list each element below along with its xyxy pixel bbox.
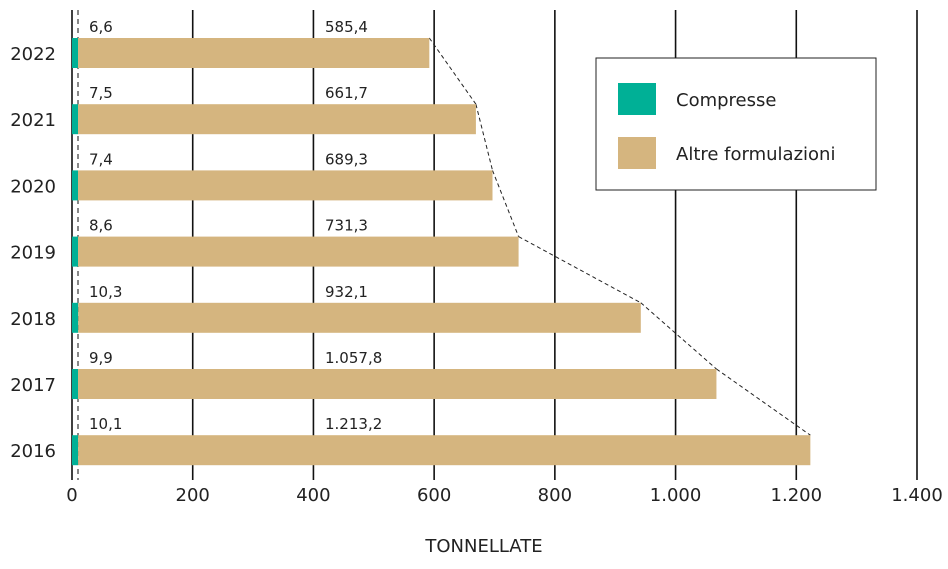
data-label-compresse-2016: 10,1 <box>89 415 122 433</box>
category-label-2018: 2018 <box>10 309 56 330</box>
bar-compresse-2017 <box>72 369 78 399</box>
data-label-compresse-2019: 8,6 <box>89 217 113 235</box>
data-label-compresse-2018: 10,3 <box>89 283 122 301</box>
data-label-altre-formulazioni-2020: 689,3 <box>325 150 368 168</box>
bar-compresse-2020 <box>72 170 78 201</box>
legend-swatch-compresse <box>618 83 656 115</box>
data-label-altre-formulazioni-2021: 661,7 <box>325 84 368 102</box>
legend-label-altre-formulazioni: Altre formulazioni <box>676 144 835 165</box>
bar-compresse-2016 <box>72 435 79 466</box>
data-label-compresse-2021: 7,5 <box>89 84 113 102</box>
bars <box>72 38 811 466</box>
x-tick-label-1000: 1.000 <box>650 485 702 506</box>
data-label-altre-formulazioni-2017: 1.057,8 <box>325 349 382 367</box>
category-labels: 2022 2021 2020 2019 2018 2017 2016 <box>10 44 56 462</box>
category-label-2021: 2021 <box>10 110 56 131</box>
category-label-2022: 2022 <box>10 44 56 65</box>
x-tick-label-1400: 1.400 <box>891 485 943 506</box>
connector-line-2020-2019 <box>492 170 520 237</box>
connector-line-2018-2017 <box>640 302 717 370</box>
connector-line-2022-2021 <box>428 37 477 105</box>
x-tick-label-1200: 1.200 <box>771 485 823 506</box>
bar-compresse-2018 <box>72 302 79 333</box>
category-label-2016: 2016 <box>10 441 56 462</box>
data-label-altre-formulazioni-2019: 731,3 <box>325 217 368 235</box>
category-label-2019: 2019 <box>10 243 56 264</box>
bar-altre-formulazioni-2019 <box>78 236 519 267</box>
connector-line-2019-2018 <box>518 236 642 304</box>
x-axis-ticks: 0 200 400 600 800 1.000 1.200 1.400 <box>66 485 942 506</box>
bar-compresse-2019 <box>72 236 78 267</box>
bar-altre-formulazioni-2016 <box>78 435 811 466</box>
category-label-2017: 2017 <box>10 375 56 396</box>
x-tick-label-200: 200 <box>176 485 210 506</box>
legend-box <box>595 57 877 191</box>
x-tick-label-800: 800 <box>538 485 572 506</box>
value-labels: 6,6 585,4 7,5 661,7 7,4 689,3 8,6 731,3 10,3 932,… <box>89 18 382 433</box>
x-tick-label-400: 400 <box>296 485 330 506</box>
data-label-altre-formulazioni-2018: 932,1 <box>325 283 368 301</box>
bar-altre-formulazioni-2017 <box>78 369 717 399</box>
data-label-compresse-2022: 6,6 <box>89 18 113 36</box>
x-tick-label-0: 0 <box>66 485 77 506</box>
bar-compresse-2022 <box>72 38 78 68</box>
bar-altre-formulazioni-2020 <box>78 170 493 201</box>
legend-label-compresse: Compresse <box>676 90 776 111</box>
legend: Compresse Altre formulazioni <box>595 57 877 191</box>
connector-lines <box>428 37 811 436</box>
connector-line-2021-2020 <box>475 104 493 171</box>
data-label-compresse-2020: 7,4 <box>89 150 113 168</box>
bar-altre-formulazioni-2018 <box>78 302 641 333</box>
legend-swatch-altre-formulazioni <box>618 137 656 169</box>
bar-altre-formulazioni-2021 <box>78 104 476 135</box>
data-label-altre-formulazioni-2022: 585,4 <box>325 18 368 36</box>
x-axis-title: TONNELLATE <box>424 536 542 557</box>
data-label-altre-formulazioni-2016: 1.213,2 <box>325 415 382 433</box>
bar-compresse-2021 <box>72 104 78 135</box>
data-label-compresse-2017: 9,9 <box>89 349 113 367</box>
bar-altre-formulazioni-2022 <box>78 38 430 68</box>
connector-line-2017-2016 <box>716 368 811 436</box>
category-label-2020: 2020 <box>10 176 56 197</box>
x-tick-label-600: 600 <box>417 485 451 506</box>
